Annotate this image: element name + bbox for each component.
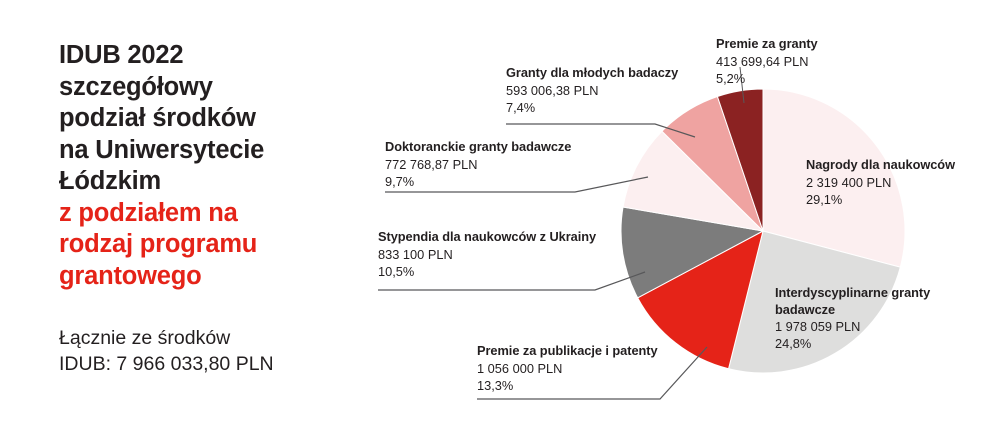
pie-slice-premie-za-granty[interactable] bbox=[716, 88, 764, 232]
callout-granty-dla-mlodych-badaczy: Granty dla młodych badaczy 593 006,38 PL… bbox=[506, 65, 736, 116]
title-line-5: Łódzkim bbox=[59, 167, 162, 195]
callout-doktoranckie-granty-badawcze: Doktoranckie granty badawcze 772 768,87 … bbox=[385, 139, 635, 190]
callout-title: Premie za granty bbox=[716, 36, 818, 51]
callout-percent: 9,7% bbox=[385, 173, 415, 189]
leader-line-mlodzi bbox=[506, 123, 696, 138]
leader-line-ukraina bbox=[378, 271, 646, 291]
pie-slice-premie-za-publikacje-i-patenty[interactable] bbox=[637, 230, 764, 370]
pie-slice-stypendia-dla-naukowcow-z-ukrainy[interactable] bbox=[620, 206, 765, 299]
callout-value: 772 768,87 PLN bbox=[385, 156, 478, 172]
callout-premie-za-publikacje-i-patenty: Premie za publikacje i patenty 1 056 000… bbox=[477, 343, 727, 394]
callout-title-line-2: badawcze bbox=[775, 301, 836, 317]
callout-title: Doktoranckie granty badawcze bbox=[385, 139, 572, 154]
page-title: IDUB 2022 szczegółowy podział środków na… bbox=[59, 40, 329, 292]
callout-value: 2 319 400 PLN bbox=[806, 174, 892, 190]
pie-slice-doktoranckie-granty-badawcze[interactable] bbox=[622, 130, 765, 232]
callout-percent: 24,8% bbox=[775, 336, 812, 351]
callout-percent: 10,5% bbox=[378, 263, 415, 279]
callout-percent: 29,1% bbox=[806, 191, 843, 207]
callout-title-line-1: Interdyscyplinarne granty bbox=[775, 285, 931, 300]
callout-value: 1 056 000 PLN bbox=[477, 360, 563, 376]
title-line-4: na Uniwersytecie bbox=[59, 135, 265, 164]
callout-percent: 5,2% bbox=[716, 70, 746, 86]
callout-title: Granty dla młodych badaczy bbox=[506, 65, 679, 80]
callout-interdyscyplinarne-granty-badawcze: Interdyscyplinarne granty badawcze 1 978… bbox=[775, 285, 955, 352]
title-line-1: IDUB 2022 bbox=[59, 41, 184, 69]
callout-title: Nagrody dla naukowców bbox=[806, 157, 955, 172]
leader-line-premie-granty bbox=[739, 66, 745, 104]
callout-value: 413 699,64 PLN bbox=[716, 53, 809, 69]
callout-value: 833 100 PLN bbox=[378, 246, 453, 262]
leader-line-doktoranckie bbox=[385, 176, 649, 193]
callout-nagrody-dla-naukowcow: Nagrody dla naukowców 2 319 400 PLN 29,1… bbox=[806, 157, 999, 208]
pie-slices bbox=[620, 88, 906, 374]
pie-slice-interdyscyplinarne-granty-badawcze[interactable] bbox=[727, 230, 901, 374]
callout-percent: 13,3% bbox=[477, 377, 514, 393]
title-line-2: szczegółowy bbox=[59, 72, 213, 101]
total-funds-line-2: IDUB: 7 966 033,80 PLN bbox=[59, 353, 274, 375]
callout-stypendia-dla-naukowcow-z-ukrainy: Stypendia dla naukowców z Ukrainy 833 10… bbox=[378, 229, 628, 280]
title-line-7-accent: rodzaj programu bbox=[59, 230, 258, 258]
title-line-8-accent: grantowego bbox=[59, 261, 202, 290]
leader-line-publikacje bbox=[477, 346, 708, 400]
title-line-6-accent: z podziałem na bbox=[59, 198, 238, 227]
callout-value: 1 978 059 PLN bbox=[775, 319, 861, 334]
title-line-3: podział środków bbox=[59, 104, 256, 132]
callout-title: Premie za publikacje i patenty bbox=[477, 343, 658, 358]
callout-value: 593 006,38 PLN bbox=[506, 82, 599, 98]
total-funds-note: Łącznie ze środków IDUB: 7 966 033,80 PL… bbox=[59, 325, 359, 377]
total-funds-line-1: Łącznie ze środków bbox=[59, 327, 231, 349]
callout-percent: 7,4% bbox=[506, 99, 536, 115]
callout-title: Stypendia dla naukowców z Ukrainy bbox=[378, 229, 597, 244]
callout-premie-za-granty: Premie za granty 413 699,64 PLN 5,2% bbox=[716, 36, 926, 87]
pie-slice-nagrody-dla-naukowcow[interactable] bbox=[762, 88, 906, 268]
